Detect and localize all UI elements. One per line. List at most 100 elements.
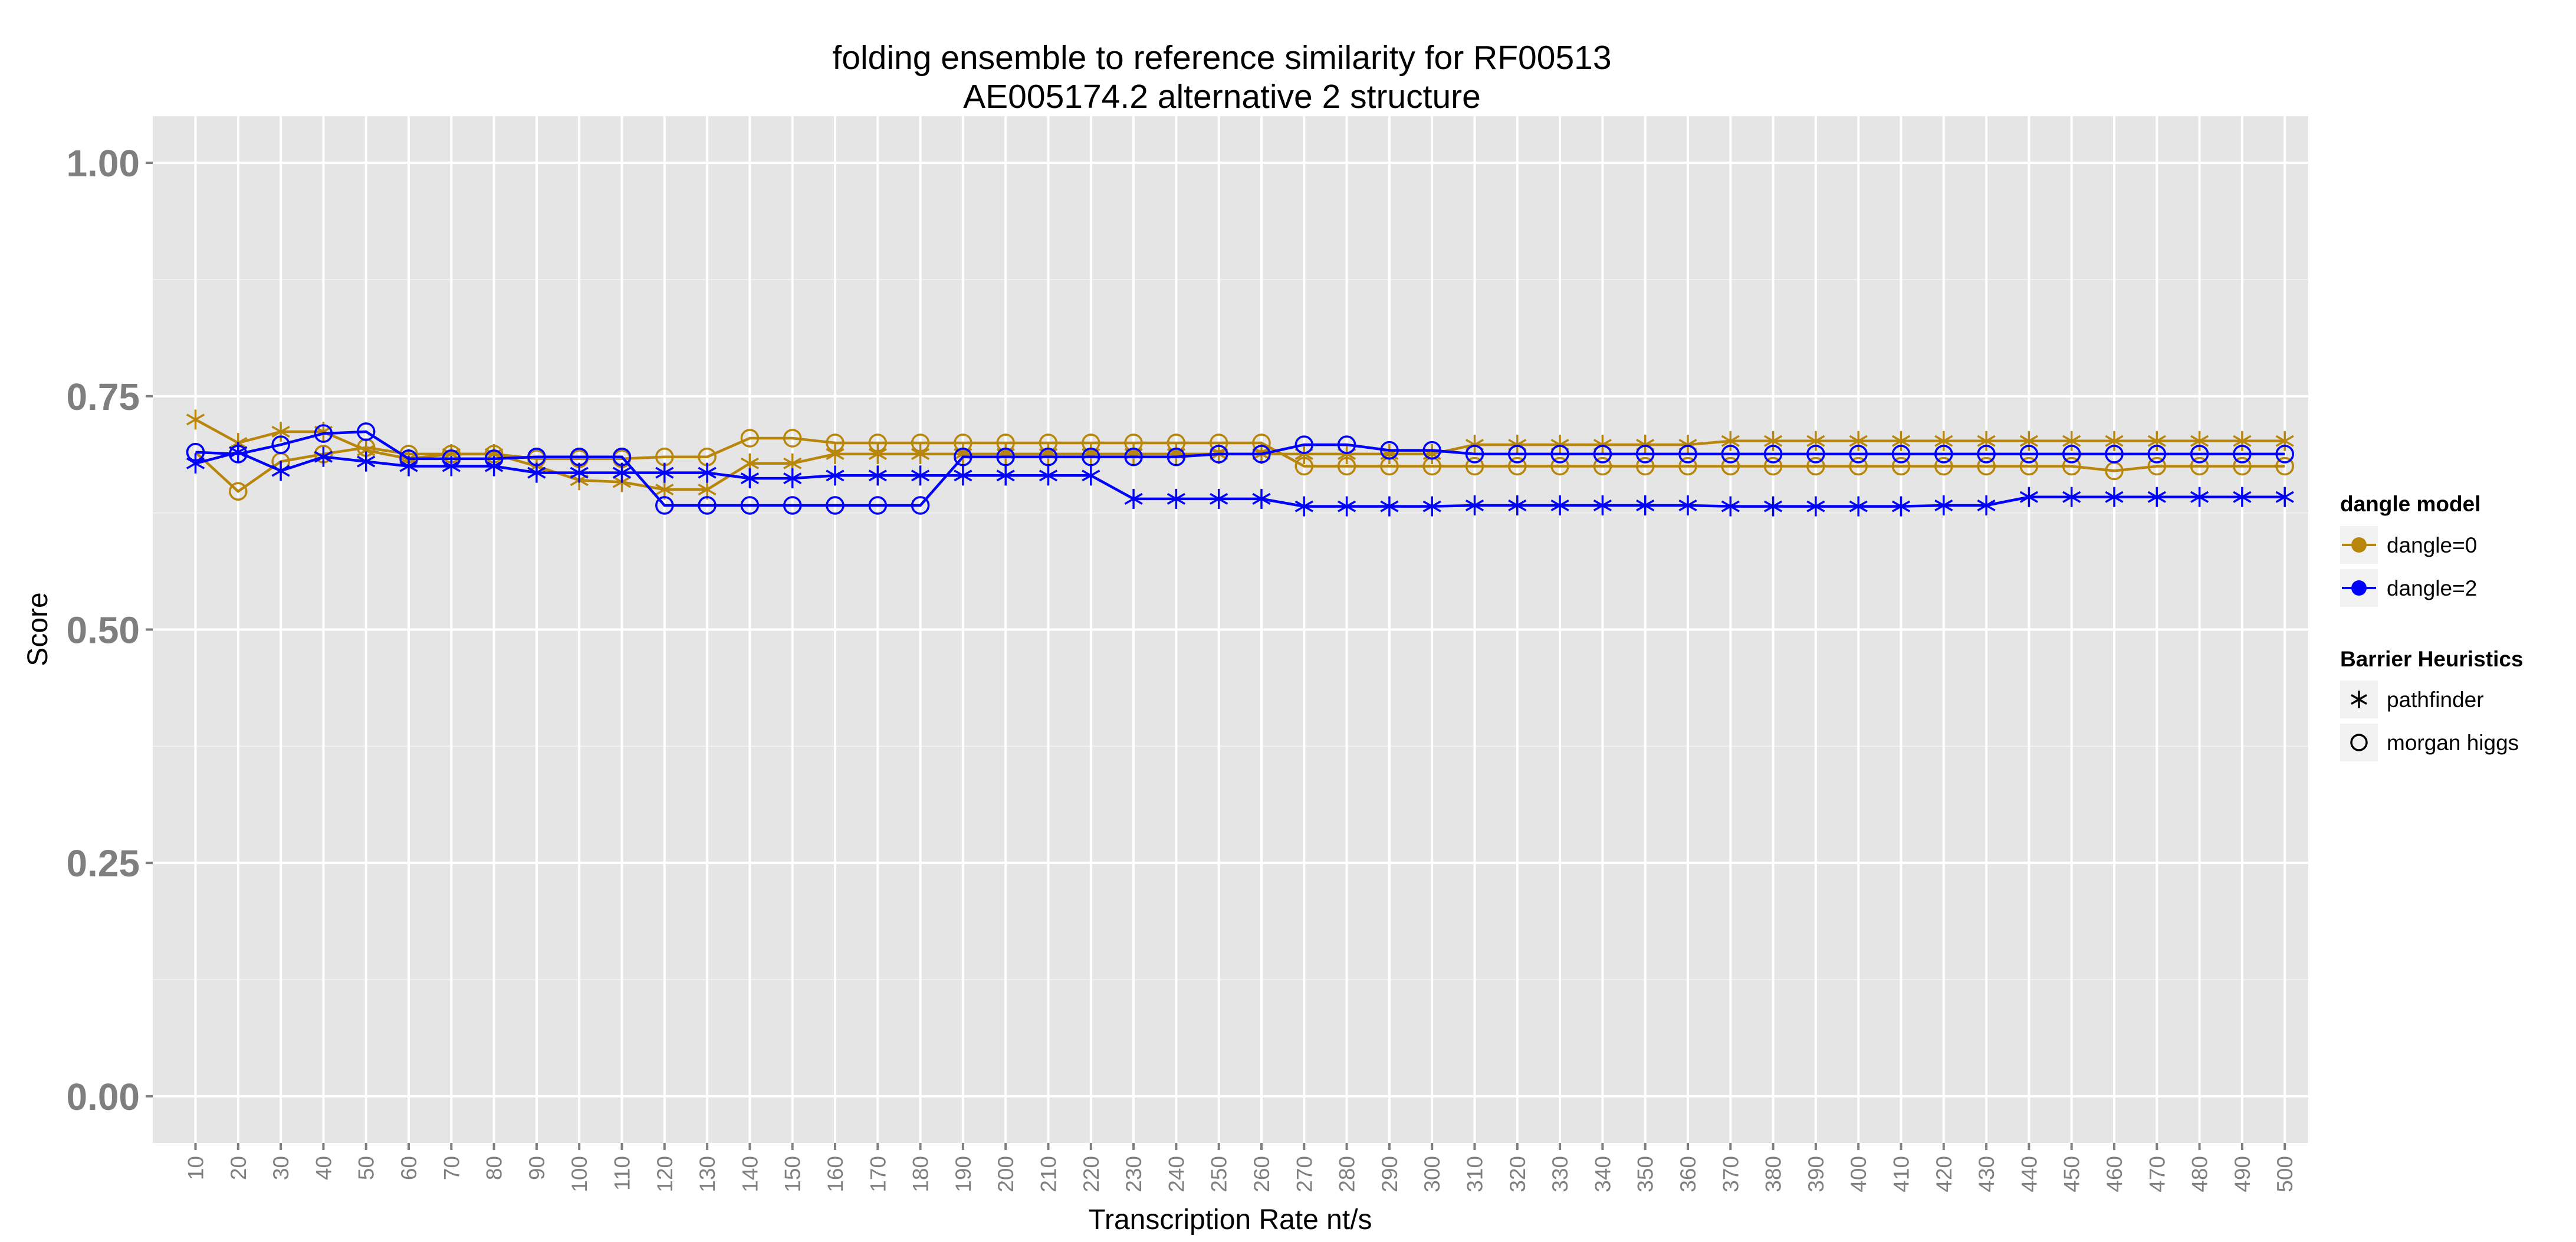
- data-point-circle: [314, 424, 333, 443]
- data-point-circle: [868, 496, 888, 515]
- x-tick-label: 200: [994, 1156, 1018, 1192]
- x-tick-label: 180: [909, 1156, 933, 1192]
- chart-title: folding ensemble to reference similarity…: [832, 39, 1611, 77]
- data-point-circle: [698, 496, 717, 515]
- data-point-circle: [1934, 445, 1953, 464]
- x-tick-label: 50: [354, 1156, 379, 1180]
- data-point-asterisk: [1294, 496, 1313, 517]
- data-point-circle: [1508, 456, 1527, 476]
- legend-label-dangle-0: dangle=0: [2387, 533, 2477, 557]
- data-point-circle: [229, 482, 248, 501]
- chart-subtitle: AE005174.2 alternative 2 structure: [963, 78, 1481, 116]
- data-point-asterisk: [826, 443, 845, 464]
- x-tick-label: 360: [1676, 1156, 1700, 1192]
- y-axis-title: Score: [22, 592, 54, 666]
- grid-lines: [153, 116, 2308, 1143]
- data-point-circle: [1252, 433, 1271, 452]
- data-point-circle: [2233, 456, 2252, 476]
- data-point-asterisk: [996, 465, 1015, 486]
- data-point-circle: [1082, 433, 1100, 452]
- data-point-circle: [229, 445, 248, 464]
- legend-item-dangle-2: dangle=2: [2340, 569, 2477, 607]
- data-point-circle: [1124, 433, 1143, 452]
- y-tick-label: 0.50: [66, 609, 140, 652]
- x-tick-label: 290: [1378, 1156, 1402, 1192]
- data-point-asterisk: [1934, 431, 1953, 451]
- data-point-circle: [484, 449, 504, 468]
- data-point-circle: [954, 447, 972, 466]
- data-point-asterisk: [1806, 496, 1825, 517]
- data-point-circle: [1252, 445, 1271, 464]
- legend-item-dangle-0: dangle=0: [2340, 526, 2477, 564]
- data-point-asterisk: [1422, 496, 1441, 517]
- x-tick-label: 430: [1974, 1156, 1999, 1192]
- data-point-circle: [2105, 445, 2124, 464]
- data-point-asterisk: [2105, 487, 2124, 507]
- data-point-circle: [1209, 433, 1228, 452]
- x-tick-label: 420: [1932, 1156, 1956, 1192]
- y-tick-label: 0.75: [66, 376, 140, 418]
- data-point-asterisk: [1636, 495, 1655, 515]
- data-point-asterisk: [2275, 431, 2294, 451]
- data-point-asterisk: [2062, 487, 2081, 507]
- data-point-asterisk: [826, 465, 845, 486]
- data-point-circle: [911, 496, 930, 515]
- x-tick-label: 490: [2230, 1156, 2255, 1192]
- data-point-asterisk: [655, 462, 674, 483]
- y-axis: 0.00 0.25 0.50 0.75 1.00: [66, 142, 153, 1118]
- data-point-circle: [1039, 433, 1058, 452]
- x-tick-label: 210: [1037, 1156, 1061, 1192]
- data-point-circle: [1508, 445, 1527, 464]
- x-tick-label: 390: [1804, 1156, 1828, 1192]
- data-point-circle: [1039, 447, 1058, 466]
- data-point-asterisk: [1380, 496, 1399, 517]
- x-tick-label: 190: [951, 1156, 975, 1192]
- data-point-circle: [1550, 456, 1569, 476]
- x-tick-label: 370: [1719, 1156, 1743, 1192]
- data-point-circle: [2062, 456, 2081, 476]
- data-point-asterisk: [2190, 431, 2209, 451]
- x-tick-label: 150: [781, 1156, 805, 1192]
- data-point-circle: [1167, 433, 1186, 452]
- data-point-circle: [1678, 445, 1697, 464]
- data-point-circle: [2147, 445, 2167, 464]
- data-point-circle: [1977, 456, 1996, 476]
- data-point-circle: [1849, 456, 1868, 476]
- data-point-circle: [783, 429, 802, 448]
- data-point-asterisk: [1934, 495, 1953, 515]
- data-point-asterisk: [314, 446, 333, 467]
- data-point-asterisk: [1210, 488, 1228, 509]
- data-point-asterisk: [2275, 487, 2294, 507]
- data-point-asterisk: [1764, 496, 1783, 517]
- data-point-asterisk: [1849, 431, 1868, 451]
- data-point-circle: [1721, 445, 1740, 464]
- legend-label-morgan-higgs: morgan higgs: [2387, 731, 2519, 755]
- x-tick-label: 90: [525, 1156, 549, 1180]
- data-point-asterisk: [2062, 431, 2081, 451]
- data-point-circle: [2190, 456, 2209, 476]
- data-point-asterisk: [1806, 431, 1825, 451]
- data-point-asterisk: [271, 461, 290, 481]
- data-point-circle: [570, 447, 589, 466]
- data-point-circle: [356, 422, 376, 441]
- data-point-circle: [2147, 456, 2167, 476]
- x-tick-label: 120: [653, 1156, 677, 1192]
- data-point-circle: [740, 429, 760, 448]
- x-tick-label: 500: [2273, 1156, 2297, 1192]
- data-point-asterisk: [2233, 431, 2252, 451]
- data-point-circle: [1934, 456, 1953, 476]
- x-tick-label: 330: [1548, 1156, 1572, 1192]
- data-point-circle: [1124, 447, 1143, 466]
- x-axis: 10 20 30 40 50 60 70 80 90 100 110 120 130 140 150 160 1…: [184, 1143, 2297, 1192]
- data-point-circle: [1422, 441, 1441, 460]
- x-tick-label: 240: [1164, 1156, 1188, 1192]
- x-tick-label: 230: [1122, 1156, 1146, 1192]
- data-point-circle: [1550, 445, 1569, 464]
- data-point-circle: [2233, 445, 2252, 464]
- data-point-asterisk: [1764, 431, 1783, 451]
- data-point-asterisk: [2233, 487, 2252, 507]
- data-point-asterisk: [954, 465, 972, 486]
- data-point-asterisk: [868, 443, 887, 464]
- data-point-circle: [911, 433, 930, 452]
- x-tick-label: 70: [439, 1156, 464, 1180]
